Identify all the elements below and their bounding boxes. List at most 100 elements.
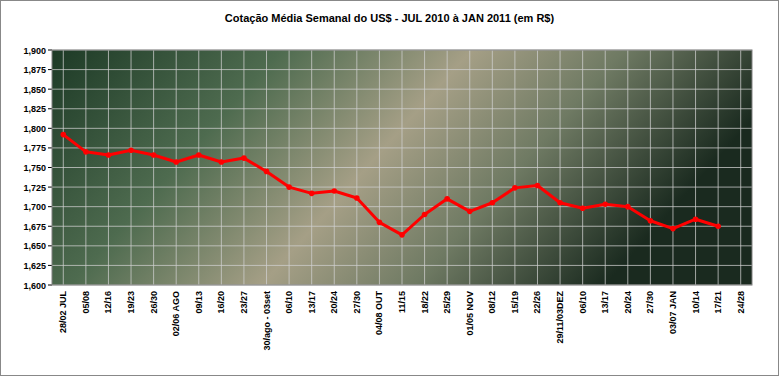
grid-line	[311, 50, 312, 285]
grid-line	[289, 50, 290, 285]
data-point	[173, 159, 179, 165]
grid-line	[379, 50, 380, 285]
data-point	[196, 152, 202, 158]
y-tick-label: 1,900	[23, 46, 46, 56]
x-tick-label: 11/15	[397, 291, 407, 313]
grid-line	[243, 50, 244, 285]
grid-line	[537, 50, 538, 285]
grid-line	[695, 50, 696, 285]
grid-line	[266, 50, 267, 285]
grid-line	[85, 50, 86, 285]
data-point	[625, 204, 631, 210]
data-point	[151, 152, 157, 158]
y-tick-label: 1,800	[23, 124, 46, 134]
x-tick-label: 27/30	[645, 291, 655, 314]
grid-line	[131, 50, 132, 285]
x-tick-label: 02/06 AGO	[171, 291, 181, 336]
data-point	[580, 205, 586, 211]
grid-line	[176, 50, 177, 285]
x-tick-label: 12/16	[103, 291, 113, 314]
data-point	[535, 183, 541, 189]
data-point	[241, 155, 247, 161]
tick-mark	[48, 285, 52, 286]
data-point	[286, 184, 292, 190]
data-point	[670, 226, 676, 232]
x-tick-label: 09/13	[194, 291, 204, 314]
tick-mark	[48, 69, 52, 70]
series-line	[63, 135, 718, 235]
tick-mark	[48, 167, 52, 168]
grid-line	[718, 50, 719, 285]
x-tick-label: 01/05 NOV	[465, 291, 475, 336]
x-tick-label: 20/24	[623, 291, 633, 314]
data-point	[715, 223, 721, 229]
x-tick-label: 16/20	[216, 291, 226, 314]
x-tick-label: 06/10	[284, 291, 294, 314]
plot-frame	[52, 50, 752, 285]
y-tick-label: 1,825	[23, 104, 46, 114]
data-point	[693, 216, 699, 222]
x-tick-label: 22/26	[532, 291, 542, 314]
grid-line	[672, 50, 673, 285]
x-tick-label: 04/08 OUT	[374, 291, 384, 336]
data-point	[128, 147, 134, 153]
title: Cotação Média Semanal do US$ - JUL 2010 …	[225, 12, 555, 24]
tick-mark	[48, 50, 52, 51]
x-tick-label: 25/29	[442, 291, 452, 314]
tick-mark	[48, 187, 52, 188]
chart-container: Cotação Média Semanal do US$ - JUL 2010 …	[0, 0, 779, 376]
data-point	[557, 200, 563, 206]
grid-line	[63, 50, 64, 285]
grid-line	[447, 50, 448, 285]
data-point	[467, 209, 473, 215]
y-tick-label: 1,875	[23, 65, 46, 75]
x-tick-label: 13/17	[600, 291, 610, 314]
y-tick-label: 1,725	[23, 183, 46, 193]
y-tick-label: 1,600	[23, 281, 46, 291]
grid-line	[740, 50, 741, 285]
data-point	[331, 188, 337, 194]
tick-mark	[48, 226, 52, 227]
data-point	[444, 196, 450, 202]
y-tick-label: 1,650	[23, 241, 46, 251]
data-point	[648, 218, 654, 224]
grid-line	[627, 50, 628, 285]
grid-line	[356, 50, 357, 285]
grid-line	[492, 50, 493, 285]
y-tick-label: 1,850	[23, 85, 46, 95]
grid-line	[198, 50, 199, 285]
x-tick-label: 17/21	[713, 291, 723, 314]
plot-background	[52, 50, 752, 285]
x-tick-label: 15/19	[510, 291, 520, 314]
x-tick-label: 13/17	[307, 291, 317, 314]
x-tick-label: 20/24	[329, 291, 339, 314]
grid-line	[334, 50, 335, 285]
x-tick-label: 03/07 JAN	[668, 291, 678, 334]
grid-line	[108, 50, 109, 285]
x-tick-label: 18/22	[420, 291, 430, 314]
grid-line	[424, 50, 425, 285]
y-tick-label: 1,700	[23, 202, 46, 212]
x-tick-label: 28/02 JUL	[58, 291, 68, 334]
data-point	[512, 185, 518, 191]
grid-line	[469, 50, 470, 285]
grid-line	[582, 50, 583, 285]
tick-mark	[48, 206, 52, 207]
x-tick-label: 23/27	[239, 291, 249, 314]
y-tick-label: 1,625	[23, 261, 46, 271]
x-tick-label: 29/11/03DEZ	[555, 291, 565, 344]
chart-svg: Cotação Média Semanal do US$ - JUL 2010 …	[0, 0, 779, 376]
tick-mark	[48, 108, 52, 109]
grid-line	[153, 50, 154, 285]
data-point	[490, 200, 496, 206]
data-point	[354, 195, 360, 201]
data-point	[309, 191, 315, 197]
x-tick-label: 19/23	[126, 291, 136, 314]
x-tick-label: 06/10	[578, 291, 588, 314]
data-point	[60, 132, 66, 138]
y-tick-label: 1,775	[23, 143, 46, 153]
grid-line	[221, 50, 222, 285]
tick-mark	[48, 147, 52, 148]
data-point	[83, 149, 89, 155]
grid-line	[514, 50, 515, 285]
